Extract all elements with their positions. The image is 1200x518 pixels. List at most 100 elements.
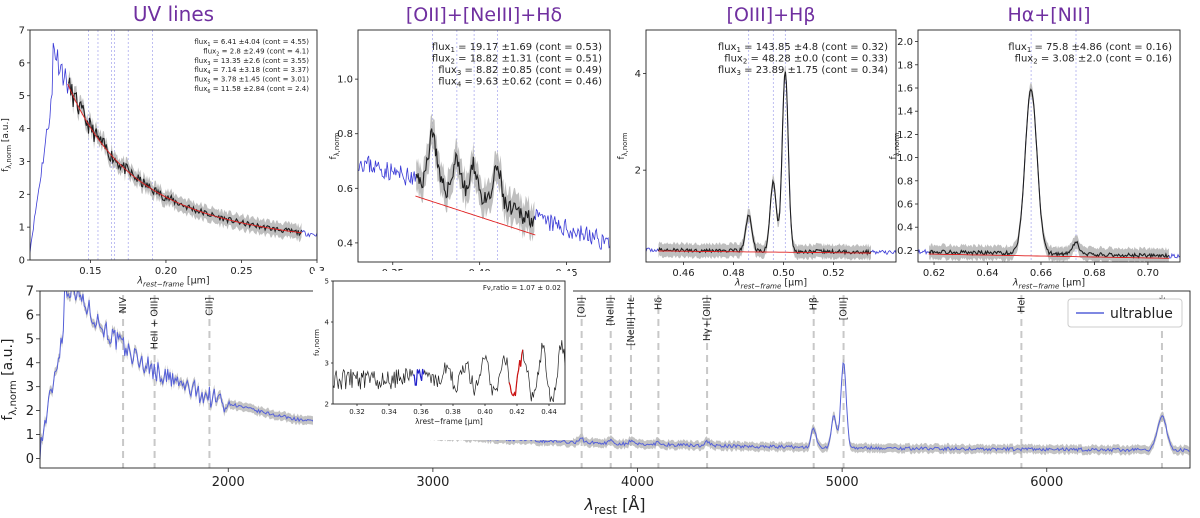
x-tick-label: 0.44 <box>541 408 557 416</box>
flux-annotation: flux2 = 3.08 ±2.0 (cont = 0.16) <box>1015 54 1172 66</box>
y-axis-label: fλ,norm [a.u.] <box>1 118 13 172</box>
x-tick-label: 2000 <box>212 475 245 490</box>
panel-title: [OIII]+Hβ <box>727 4 816 26</box>
legend: ultrablue <box>1067 298 1183 328</box>
uncertainty-band <box>416 113 535 242</box>
inset-x-label: λrest−frame [μm] <box>415 417 483 426</box>
y-tick-label: 2.0 <box>897 37 913 48</box>
y-tick-label: 2 <box>19 190 25 201</box>
inset-spectrum <box>333 340 565 403</box>
y-tick-label: 0.8 <box>897 176 913 187</box>
inset-y-label: fν,norm <box>313 329 321 356</box>
x-tick-label: 0.64 <box>976 268 998 279</box>
panel-title: UV lines <box>133 2 214 26</box>
y-tick-label: 0.4 <box>337 238 353 249</box>
x-tick-label: 0.46 <box>672 268 694 279</box>
x-tick-label: 0.20 <box>155 266 177 277</box>
y-tick-label: 0.6 <box>337 184 353 195</box>
y-axis-label: fλ,norm [a.u.] <box>0 339 19 421</box>
plot-area <box>646 30 896 262</box>
x-tick-label: 0.66 <box>1030 268 1052 279</box>
y-tick-label: 1 <box>26 428 34 443</box>
plot-area <box>30 30 317 260</box>
x-tick-label: 0.40 <box>477 408 493 416</box>
flux-annotation: flux2 = 18.82 ±1.31 (cont = 0.51) <box>432 54 602 66</box>
y-tick-label: 7 <box>26 285 34 300</box>
flux-annotation: flux2 = 48.28 ±0.0 (cont = 0.33) <box>724 54 888 66</box>
x-tick-label: 0.62 <box>923 268 945 279</box>
x-tick-label: 0.52 <box>822 268 844 279</box>
axes-frame <box>357 29 611 263</box>
line-marker-label: [OIII] <box>839 297 850 320</box>
flux-annotation: flux1 = 75.8 ±4.86 (cont = 0.16) <box>1008 42 1172 54</box>
x-tick-label: 0.70 <box>1137 268 1159 279</box>
y-tick-label: 1.0 <box>897 153 913 164</box>
fit-spectrum <box>415 128 535 229</box>
ultrablue-spectrum <box>40 291 1190 460</box>
continuum-fit <box>658 250 872 254</box>
y-tick-label: 5 <box>19 91 25 102</box>
y-tick-label: 4 <box>26 356 34 371</box>
panel-oii: 0.350.400.450.40.60.81.0[OII]+[NeIII]+Hδ… <box>329 4 611 291</box>
y-tick-label: 1 <box>19 223 25 234</box>
panel-title: [OII]+[NeIII]+Hδ <box>406 4 562 26</box>
y-axis-label: fλ,norm <box>889 133 901 160</box>
continuum-fit <box>928 253 1170 259</box>
y-tick-label: 0.4 <box>897 223 913 234</box>
line-marker-label: [NeIII]+Hε <box>626 297 637 346</box>
y-tick-label: 1.4 <box>897 107 913 118</box>
x-tick-label: 0.48 <box>722 268 744 279</box>
axes-frame <box>39 290 1191 469</box>
inset-blue-segment <box>413 368 425 386</box>
inset-red-segment <box>508 349 524 397</box>
line-marker-label: Hδ <box>653 297 664 310</box>
flux-annotation: flux3 = 8.82 ±0.85 (cont = 0.49) <box>438 65 602 77</box>
y-tick-label: 5 <box>325 277 329 285</box>
x-tick-label: 0.38 <box>445 408 461 416</box>
flux-annotation: flux4 = 7.14 ±3.18 (cont = 3.37) <box>194 66 309 76</box>
x-tick-label: 0.25 <box>230 266 252 277</box>
y-axis-label: fλ,norm <box>617 133 629 160</box>
y-tick-label: 3 <box>19 157 25 168</box>
fit-spectrum <box>657 71 872 256</box>
y-tick-label: 5 <box>26 332 34 347</box>
y-tick-label: 1.8 <box>897 60 913 71</box>
flux-annotation: flux1 = 143.85 ±4.8 (cont = 0.32) <box>718 42 888 54</box>
x-tick-label: 4000 <box>621 475 654 490</box>
x-tick-label: 0.42 <box>509 408 525 416</box>
y-axis-label: fλ,norm <box>329 133 341 160</box>
x-tick-label: 5000 <box>826 475 859 490</box>
flux-annotation: flux3 = 13.35 ±2.6 (cont = 3.55) <box>194 57 309 67</box>
line-marker-label: HeII + OIII] <box>150 297 161 349</box>
y-tick-label: 1.2 <box>897 130 913 141</box>
continuum-fit <box>415 195 536 236</box>
inset-background <box>313 271 573 440</box>
axes-frame <box>332 280 566 405</box>
y-tick-label: 6 <box>26 308 34 323</box>
x-axis-label: λrest−frame [μm] <box>734 278 807 291</box>
line-marker-label: Hγ+[OIII] <box>702 297 713 341</box>
panel-uv: 0.150.200.250.301234567UV linesλrest−fra… <box>1 2 325 289</box>
y-tick-label: 1.0 <box>337 75 353 86</box>
x-tick-label: 0.36 <box>413 408 429 416</box>
line-marker-label: Hβ <box>809 297 820 310</box>
flux-annotation: flux3 = 23.89 ±1.75 (cont = 0.34) <box>718 65 888 77</box>
plot-area <box>358 30 610 262</box>
flux-annotation: flux2 = 2.8 ±2.49 (cont = 4.1) <box>203 47 309 57</box>
y-tick-label: 3 <box>325 359 329 367</box>
panel-oiii: 0.46 0.48 0.50 0.52 2 4 [OIII]+Hβ λrest−frame [… <box>617 4 897 291</box>
x-tick-label: 0.50 <box>772 268 794 279</box>
uncertainty-band <box>68 70 302 243</box>
y-tick-label: 2 <box>26 404 34 419</box>
flux-annotation: flux6 = 11.58 ±2.84 (cont = 2.4) <box>194 85 309 95</box>
legend-box <box>1067 298 1183 328</box>
panel-inset: 0.32 0.34 0.36 0.38 0.40 0.42 0.44 2 3 4 5 Fν,ratio… <box>313 277 566 426</box>
y-tick-label: 2 <box>325 400 329 408</box>
y-tick-label: 3 <box>26 380 34 395</box>
observed-spectrum <box>918 88 1180 259</box>
y-tick-label: 6 <box>19 58 25 69</box>
axes-frame <box>917 29 1181 263</box>
uncertainty-band <box>658 65 871 261</box>
x-tick-label: 0.32 <box>349 408 365 416</box>
